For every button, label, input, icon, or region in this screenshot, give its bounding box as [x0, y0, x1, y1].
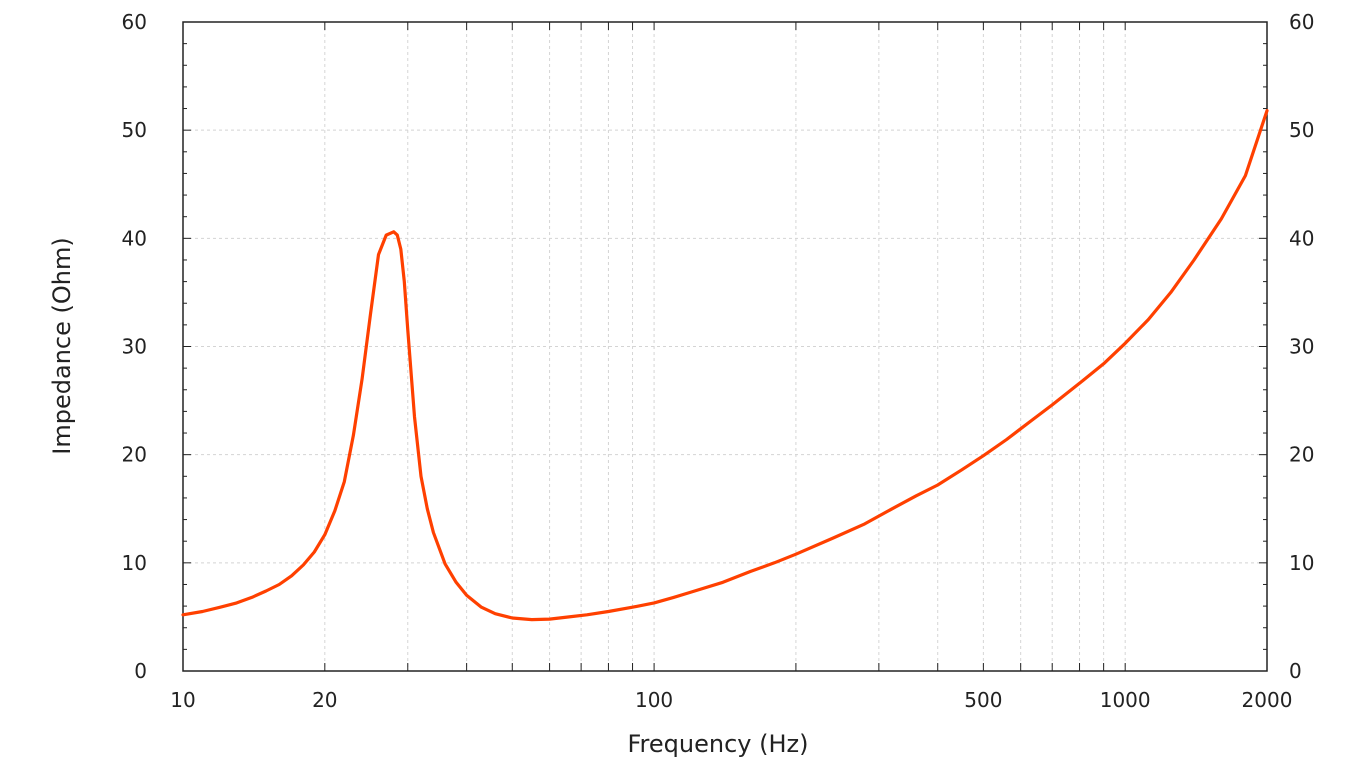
- y-tick-label-left: 40: [122, 226, 147, 250]
- x-tick-label: 2000: [1242, 688, 1293, 712]
- impedance-line: [181, 109, 1269, 622]
- y-tick-label-right: 60: [1289, 10, 1314, 34]
- plot-frame: [182, 21, 1268, 672]
- x-tick-label: 10: [170, 688, 195, 712]
- y-tick-label-right: 0: [1289, 659, 1302, 683]
- y-axis-title: Impedance (Ohm): [48, 237, 76, 454]
- y-tick-label-left: 30: [122, 335, 147, 359]
- y-tick-label-left: 0: [134, 659, 147, 683]
- series-layer: [181, 109, 1269, 622]
- x-tick-label: 100: [635, 688, 673, 712]
- y-tick-label-left: 20: [122, 443, 147, 467]
- y-tick-label-left: 50: [122, 118, 147, 142]
- x-tick-label: 20: [312, 688, 337, 712]
- y-tick-label-right: 30: [1289, 335, 1314, 359]
- y-tick-label-right: 10: [1289, 551, 1314, 575]
- y-tick-label-left: 60: [122, 10, 147, 34]
- x-tick-label: 1000: [1100, 688, 1151, 712]
- y-tick-label-right: 40: [1289, 226, 1314, 250]
- y-tick-label-right: 50: [1289, 118, 1314, 142]
- x-tick-label: 500: [964, 688, 1002, 712]
- y-tick-label-left: 10: [122, 551, 147, 575]
- x-axis-title: Frequency (Hz): [628, 730, 809, 758]
- tick-labels: 10 20 100 500 1000 2000 0 0 10 10 20 20 30 30 40 40 50 50…: [122, 10, 1315, 712]
- grid: [183, 22, 1267, 671]
- y-tick-label-right: 20: [1289, 443, 1314, 467]
